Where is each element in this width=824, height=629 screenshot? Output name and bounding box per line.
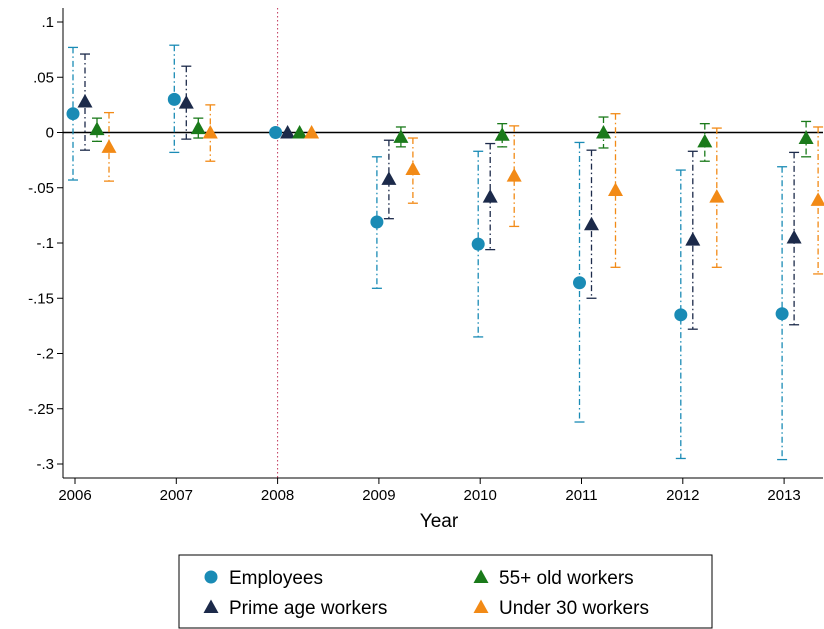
x-tick-label: 2013	[767, 487, 800, 504]
data-point	[77, 94, 93, 108]
legend-box	[178, 554, 713, 629]
data-point	[381, 171, 397, 185]
data-point	[370, 215, 384, 229]
series-under-30-workers	[101, 104, 824, 275]
data-point	[685, 232, 701, 246]
legend-marker	[473, 599, 489, 613]
y-tick-label: -.25	[28, 401, 54, 418]
y-tick-label: 0	[46, 125, 54, 142]
data-point	[674, 308, 688, 322]
legend: Employees 55+ old workers Prime age worker…	[178, 554, 713, 629]
data-point	[798, 130, 814, 145]
legend-marker	[473, 569, 489, 583]
data-point	[584, 216, 599, 231]
data-point	[280, 125, 296, 139]
legend-item: 55+ old workers	[473, 568, 634, 589]
data-point	[178, 95, 194, 109]
data-point	[775, 307, 789, 321]
data-point	[608, 182, 623, 196]
legend-item: Employees	[204, 568, 323, 589]
data-point	[190, 120, 206, 135]
data-point	[202, 125, 218, 139]
x-tick-label: 2006	[58, 487, 91, 504]
y-tick-label: -.3	[36, 456, 54, 473]
series-employees	[66, 44, 789, 461]
data-point	[269, 126, 283, 139]
data-point	[393, 129, 409, 143]
data-point	[292, 125, 308, 139]
legend-item: Under 30 workers	[473, 598, 649, 619]
data-point	[482, 189, 498, 203]
data-point	[506, 168, 522, 182]
x-tick-label: 2012	[666, 487, 699, 504]
data-point	[405, 161, 421, 175]
legend-marker	[203, 599, 219, 613]
series-55-old-workers	[89, 116, 814, 162]
legend-label: 55+ old workers	[499, 568, 634, 589]
legend-marker	[204, 570, 218, 584]
data-point	[697, 133, 713, 148]
x-tick-label: 2007	[160, 487, 193, 504]
data-point	[573, 276, 586, 290]
data-point	[709, 189, 725, 203]
plot-area	[66, 44, 824, 461]
x-axis-label: Year	[420, 511, 459, 532]
data-point	[494, 127, 510, 141]
data-point	[167, 92, 181, 106]
data-point	[304, 125, 320, 139]
y-tick-label: -.05	[28, 180, 54, 197]
legend-label: Prime age workers	[229, 598, 387, 619]
reference-lines	[63, 8, 823, 478]
legend-label: Employees	[229, 568, 323, 589]
data-point	[786, 229, 802, 244]
y-tick-label: .05	[33, 69, 54, 86]
data-point	[101, 139, 117, 153]
x-tick-label: 2011	[565, 487, 597, 504]
x-tick-label: 2009	[362, 487, 395, 504]
data-point	[66, 107, 80, 121]
y-tick-label: -.1	[36, 235, 54, 252]
y-tick-label: .1	[41, 14, 54, 31]
data-point	[471, 237, 485, 251]
data-point	[596, 125, 611, 139]
x-tick-label: 2010	[464, 487, 497, 504]
legend-item: Prime age workers	[203, 598, 387, 619]
data-point	[89, 121, 105, 136]
y-tick-label: -.15	[28, 290, 54, 307]
x-tick-label: 2008	[261, 487, 294, 504]
legend-label: Under 30 workers	[499, 598, 649, 619]
data-point	[810, 192, 824, 206]
series-prime-age-workers	[77, 53, 802, 330]
y-tick-label: -.2	[36, 346, 54, 363]
